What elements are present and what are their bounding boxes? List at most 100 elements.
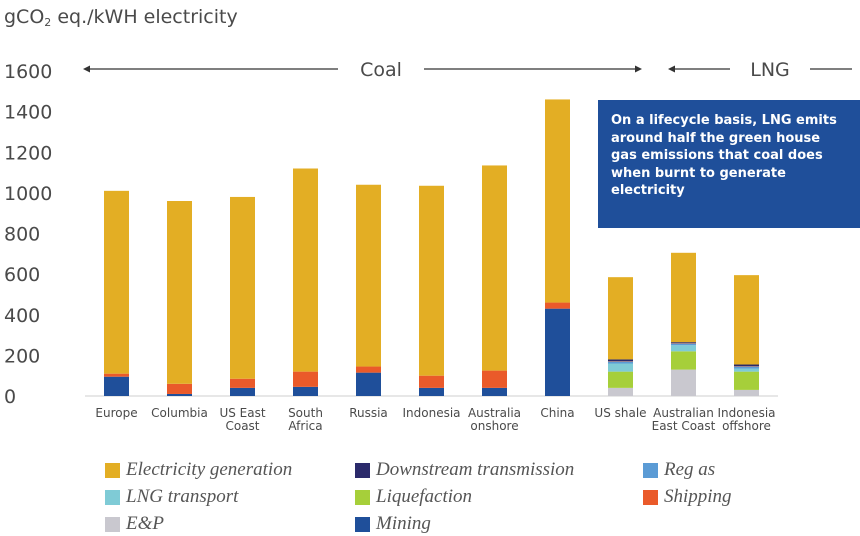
bar-segment — [293, 386, 318, 396]
legend-swatch — [105, 516, 120, 532]
legend-swatch — [105, 462, 120, 478]
y-axis-title: gCO2 eq./kWH electricity — [4, 6, 238, 29]
x-tick-label: Columbia — [151, 406, 208, 420]
bar-segment — [545, 308, 570, 396]
bar-segment — [230, 387, 255, 396]
legend-item-electricity-generation: Electricity generation — [105, 459, 292, 481]
x-tick-label: Coast — [225, 419, 259, 433]
bar-segment — [356, 184, 381, 367]
legend-swatch — [355, 462, 370, 478]
x-tick-label: US East — [219, 406, 265, 420]
coal-arrow-head-right — [635, 65, 642, 73]
bar-segment — [167, 383, 192, 394]
x-tick-label: Europe — [95, 406, 137, 420]
bar-segment — [608, 363, 633, 372]
coal-annotation: Coal — [360, 59, 402, 81]
legend-label: Reg as — [664, 459, 716, 480]
x-tick-label: China — [540, 406, 574, 420]
y-tick-label: 800 — [4, 224, 40, 246]
x-tick-label: Indonesia — [402, 406, 460, 420]
bar-segment — [734, 368, 759, 372]
bar-segment — [671, 369, 696, 396]
legend-swatch — [355, 516, 370, 532]
bar-segment — [104, 376, 129, 396]
bar-segment — [734, 275, 759, 365]
legend-label: Shipping — [664, 486, 732, 507]
legend-item-e-and-p: E&P — [105, 513, 164, 535]
x-tick-label: Russia — [349, 406, 388, 420]
callout-box: On a lifecycle basis, LNG emits around h… — [598, 100, 860, 228]
bar-segment — [671, 343, 696, 346]
bar-segment — [356, 372, 381, 396]
y-tick-label: 1400 — [4, 102, 52, 124]
y-tick-label: 1200 — [4, 142, 52, 164]
bar-segment — [104, 373, 129, 377]
coal-arrow-head-left — [83, 65, 90, 73]
legend-swatch — [643, 489, 658, 505]
legend-item-mining: Mining — [355, 513, 431, 535]
bar-segment — [671, 342, 696, 344]
bar-segment — [671, 345, 696, 352]
legend-swatch — [643, 462, 658, 478]
legend-label: Liquefaction — [376, 486, 473, 507]
bar-segment — [167, 201, 192, 384]
legend-swatch — [105, 489, 120, 505]
bar-segment — [293, 371, 318, 387]
legend-item-lng-transport: LNG transport — [105, 486, 238, 508]
bar-segment — [167, 393, 192, 396]
bar-segment — [608, 361, 633, 364]
legend-label: Mining — [376, 513, 431, 534]
x-tick-label: Australia — [468, 406, 521, 420]
bar-segment — [104, 190, 129, 374]
bar-segment — [671, 351, 696, 370]
legend-item-reg-as: Reg as — [643, 459, 715, 481]
bar-segment — [482, 387, 507, 396]
legend-item-shipping: Shipping — [643, 486, 732, 508]
bar-segment — [608, 277, 633, 360]
bar-segment — [734, 371, 759, 390]
y-tick-label: 1600 — [4, 61, 52, 83]
lng-annotation: LNG — [750, 59, 790, 81]
bar-segment — [230, 378, 255, 388]
legend-swatch — [355, 489, 370, 505]
legend-item-liquefaction: Liquefaction — [355, 486, 472, 508]
x-tick-label: offshore — [722, 419, 771, 433]
bar-segment — [545, 99, 570, 303]
bar-segment — [419, 185, 444, 376]
x-tick-label: Africa — [288, 419, 322, 433]
bar-segment — [608, 371, 633, 388]
bar-segment — [608, 387, 633, 396]
bar-segment — [230, 196, 255, 379]
y-tick-label: 0 — [4, 386, 16, 408]
bar-segment — [482, 165, 507, 371]
x-tick-label: Indonesia — [717, 406, 775, 420]
y-tick-label: 200 — [4, 345, 40, 367]
x-tick-label: onshore — [470, 419, 518, 433]
bar-segment — [293, 168, 318, 372]
lng-arrow-head-left — [668, 65, 675, 73]
bar-segment — [734, 366, 759, 369]
bar-segment — [545, 302, 570, 309]
legend-label: Electricity generation — [126, 459, 293, 480]
bar-segment — [734, 389, 759, 396]
bar-segment — [356, 366, 381, 373]
x-tick-label: South — [288, 406, 323, 420]
bar-segment — [482, 370, 507, 388]
y-tick-label: 400 — [4, 305, 40, 327]
y-tick-label: 1000 — [4, 183, 52, 205]
x-tick-label: US shale — [594, 406, 646, 420]
legend-label: E&P — [126, 513, 164, 534]
x-tick-label: East Coast — [652, 419, 716, 433]
bar-segment — [734, 364, 759, 367]
bar-segment — [419, 387, 444, 396]
y-tick-label: 600 — [4, 264, 40, 286]
bar-segment — [419, 375, 444, 388]
x-tick-label: Australian — [653, 406, 714, 420]
stacked-bar-chart: 0 200 400 600 800 1000 1200 1400 1600 Europe Colum… — [4, 59, 852, 433]
bar-segment — [671, 252, 696, 343]
legend-label: LNG transport — [126, 486, 239, 507]
bar-segment — [608, 359, 633, 362]
callout-text: On a lifecycle basis, LNG emits around h… — [611, 113, 837, 198]
legend-item-downstream-transmission: Downstream transmission — [355, 459, 574, 481]
legend-label: Downstream transmission — [376, 459, 575, 480]
